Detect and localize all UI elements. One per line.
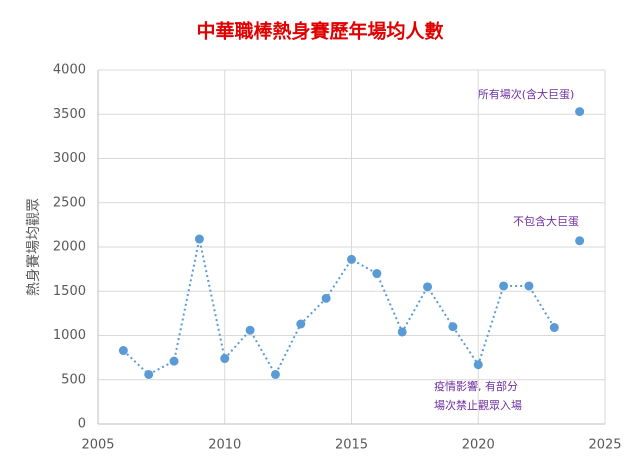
data-point — [549, 323, 559, 333]
data-point — [270, 369, 280, 379]
y-tick-label: 0 — [78, 417, 86, 432]
data-point — [575, 236, 585, 246]
data-point — [144, 369, 154, 379]
x-tick-label: 2010 — [208, 438, 241, 453]
y-tick-label: 4000 — [53, 63, 86, 78]
data-point — [473, 360, 483, 370]
data-point — [448, 322, 458, 332]
data-point — [245, 325, 255, 335]
data-point — [575, 107, 585, 117]
annotation: 疫情影響, 有部分 — [434, 379, 518, 393]
y-tick-label: 3000 — [53, 151, 86, 166]
data-point — [499, 281, 509, 291]
x-tick-label: 2015 — [335, 438, 368, 453]
y-tick-label: 2500 — [53, 195, 86, 210]
data-point — [296, 319, 306, 329]
y-tick-label: 3500 — [53, 107, 86, 122]
x-tick-label: 2025 — [588, 438, 621, 453]
data-point — [321, 293, 331, 303]
data-line — [122, 238, 556, 377]
data-point — [220, 354, 230, 364]
data-point — [524, 281, 534, 291]
y-tick-label: 1500 — [53, 284, 86, 299]
y-axis-label: 熱身賽場均觀眾 — [25, 198, 42, 296]
data-point — [372, 269, 382, 279]
x-tick-label: 2020 — [462, 438, 495, 453]
annotation: 不包含大巨蛋 — [513, 214, 579, 228]
chart-title: 中華職棒熱身賽歷年場均人數 — [196, 20, 443, 43]
y-tick-label: 2000 — [53, 240, 86, 255]
data-point — [194, 234, 204, 244]
annotation: 所有場次(含大巨蛋) — [478, 87, 575, 101]
y-tick-label: 1000 — [53, 328, 86, 343]
data-point — [397, 327, 407, 337]
x-tick-label: 2005 — [81, 438, 114, 453]
data-point — [169, 356, 179, 366]
data-point — [118, 346, 128, 356]
data-point — [423, 282, 433, 292]
y-tick-label: 500 — [61, 372, 86, 387]
data-point — [347, 254, 356, 264]
